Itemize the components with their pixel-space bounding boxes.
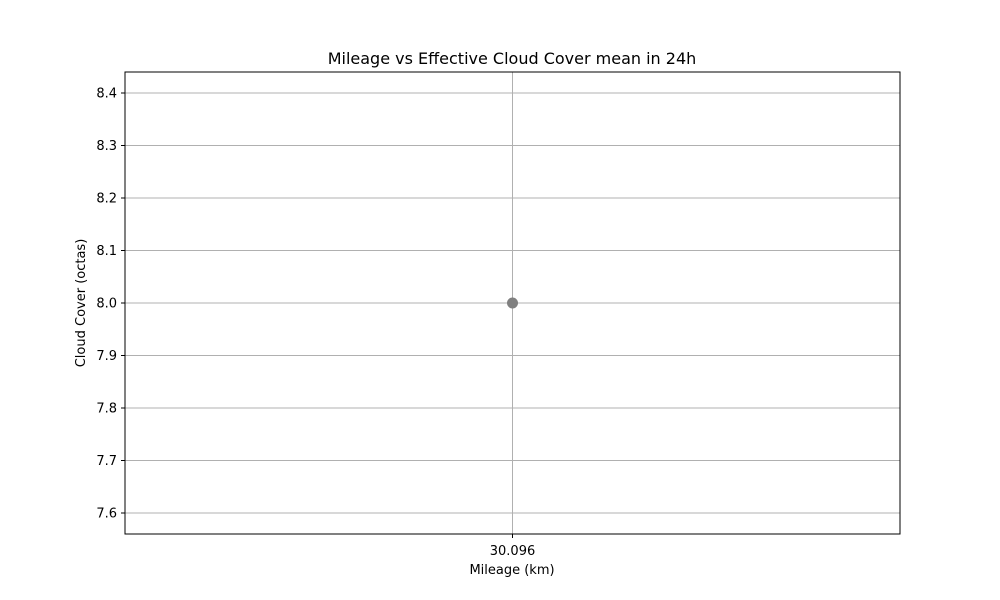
y-axis-ticks: 7.6 7.7 7.8 7.9 8.0 8.1 8.2 8.3 8.4 (96, 87, 125, 522)
y-tick-label: 7.9 (96, 349, 117, 364)
y-axis-label: Cloud Cover (octas) (74, 239, 89, 368)
x-tick-label: 30.096 (490, 544, 536, 559)
chart-title: Mileage vs Effective Cloud Cover mean in… (328, 49, 697, 68)
x-axis-ticks: 30.096 (490, 534, 536, 559)
y-tick-label: 8.2 (96, 192, 117, 207)
data-points (507, 297, 518, 309)
x-axis-label: Mileage (km) (469, 563, 554, 578)
y-tick-label: 7.6 (96, 507, 117, 522)
y-tick-label: 8.0 (96, 297, 117, 312)
y-tick-label: 8.3 (96, 139, 117, 154)
y-tick-label: 7.8 (96, 402, 117, 417)
y-tick-label: 7.7 (96, 454, 117, 469)
data-point (507, 297, 518, 309)
y-tick-label: 8.4 (96, 87, 117, 102)
y-tick-label: 8.1 (96, 244, 117, 259)
